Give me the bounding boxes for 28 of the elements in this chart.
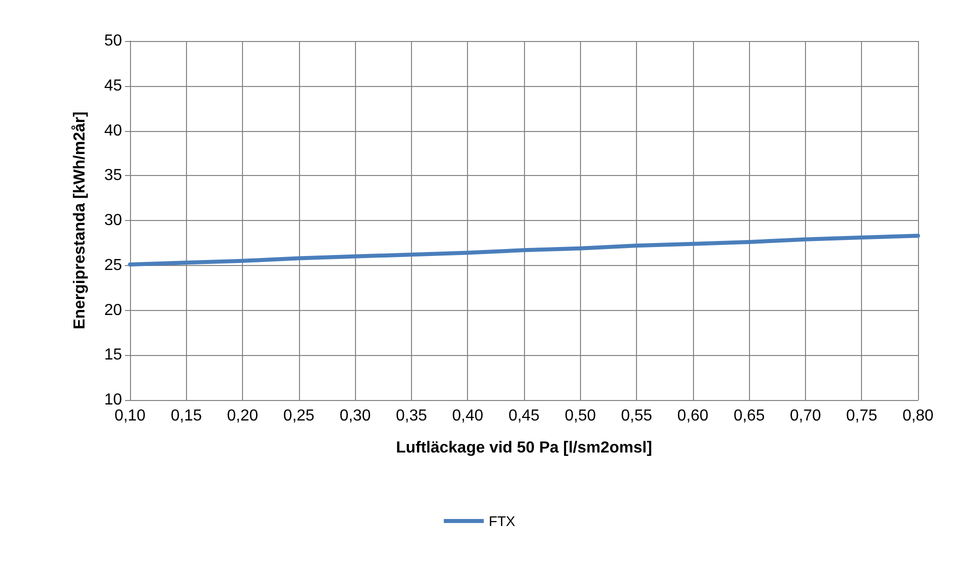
y-tick-label: 45: [104, 77, 122, 94]
y-tick-label: 35: [104, 167, 122, 184]
legend-label: FTX: [488, 513, 516, 529]
x-tick-label: 0,50: [564, 408, 596, 424]
x-tick-label: 0,80: [902, 408, 934, 424]
x-tick-label: 0,75: [846, 408, 878, 424]
x-tick-label: 0,55: [621, 408, 652, 424]
y-tick-label: 40: [104, 122, 122, 140]
y-tick-label: 10: [104, 392, 122, 408]
x-tick-label: 0,35: [396, 408, 428, 424]
y-tick-label: 30: [104, 212, 122, 229]
y-tick-label: 15: [104, 346, 122, 364]
x-tick-label: 0,40: [452, 408, 484, 424]
x-tick-label: 0,25: [283, 408, 315, 424]
x-axis-title: Luftläckage vid 50 Pa [l/sm2omsl]: [396, 440, 652, 456]
x-tick-label: 0,30: [340, 408, 371, 424]
line-series: [128, 234, 920, 266]
x-tick-label: 0,65: [734, 408, 765, 424]
x-tick-label: 0,20: [227, 408, 258, 424]
x-tick-label: 0,70: [790, 408, 822, 424]
x-tick-label: 0,10: [114, 408, 146, 424]
x-tick-label: 0,15: [170, 408, 202, 424]
x-tick-label: 0,45: [508, 408, 540, 424]
y-tick-label: 25: [104, 256, 122, 274]
y-tick-label: 20: [104, 302, 122, 319]
y-tick-label: 50: [104, 32, 122, 50]
y-axis-title: Energiprestanda [kWh/m2år]: [70, 112, 88, 330]
x-tick-label: 0,60: [677, 408, 709, 424]
